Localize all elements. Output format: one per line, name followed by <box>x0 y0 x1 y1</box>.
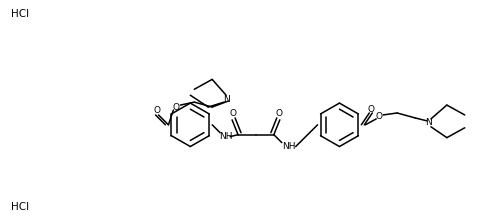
Text: N: N <box>222 95 229 104</box>
Text: NH: NH <box>282 142 295 151</box>
Text: O: O <box>153 105 160 114</box>
Text: HCl: HCl <box>11 9 29 19</box>
Text: N: N <box>425 118 431 127</box>
Text: O: O <box>275 109 282 118</box>
Text: O: O <box>173 103 180 112</box>
Text: O: O <box>367 105 374 114</box>
Text: O: O <box>375 112 382 121</box>
Text: HCl: HCl <box>11 202 29 212</box>
Text: NH: NH <box>219 132 232 141</box>
Text: O: O <box>229 109 236 118</box>
